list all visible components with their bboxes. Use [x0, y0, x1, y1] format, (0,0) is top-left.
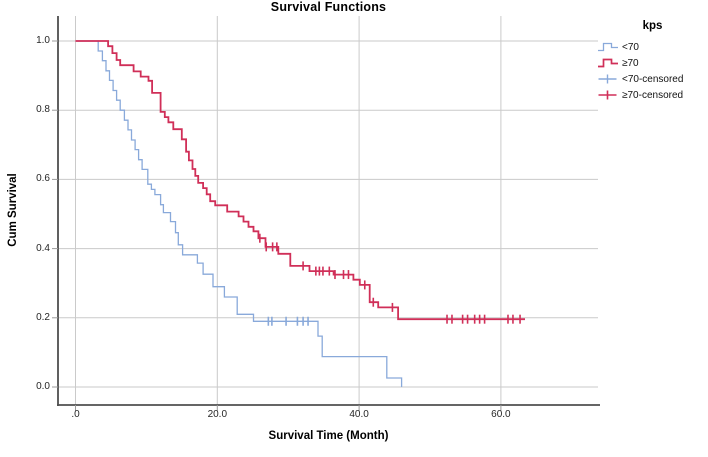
legend-item-lt70-censored: <70-censored — [597, 71, 708, 87]
legend-label: <70 — [622, 41, 639, 53]
legend-title: kps — [642, 20, 663, 32]
plus-swatch-blue — [598, 74, 617, 84]
y-axis-title: Cum Survival — [7, 173, 19, 247]
legend-label: ≥70 — [622, 57, 639, 69]
legend-label: <70-censored — [622, 73, 684, 85]
y-tick-label: 0.4 — [36, 242, 50, 254]
y-tick-label: 0.0 — [36, 381, 50, 392]
censor-marks-lt70 — [267, 316, 309, 326]
chart-title: Survival Functions — [270, 0, 387, 14]
y-tick-label: 1.0 — [36, 35, 50, 46]
y-tick-label: 0.6 — [36, 173, 50, 185]
censor-marks-ge70 — [259, 233, 521, 324]
step-line-swatch-blue — [598, 42, 618, 52]
x-tick-label: 40.0 — [349, 409, 369, 420]
legend: kps <70 ≥70 <70-censored ≥70-censored — [597, 20, 708, 103]
gridlines — [58, 16, 598, 405]
axis-tick-marks — [52, 40, 502, 411]
x-tick-label: 20.0 — [207, 409, 228, 420]
x-axis-title: Survival Time (Month) — [268, 430, 389, 442]
legend-item-ge70-censored: ≥70-censored — [597, 87, 708, 103]
y-tick-label: 0.2 — [36, 311, 50, 323]
plus-swatch-red — [598, 90, 617, 100]
legend-item-ge70: ≥70 — [597, 55, 708, 71]
y-tick-label: 0.8 — [36, 104, 50, 116]
survival-curve-lt70 — [75, 40, 403, 387]
survival-curve-ge70 — [75, 40, 525, 321]
x-tick-label: .0 — [71, 409, 80, 420]
legend-item-lt70: <70 — [597, 39, 708, 55]
step-line-swatch-red — [598, 58, 618, 68]
legend-label: ≥70-censored — [622, 89, 684, 101]
x-tick-label: 60.0 — [491, 409, 511, 420]
